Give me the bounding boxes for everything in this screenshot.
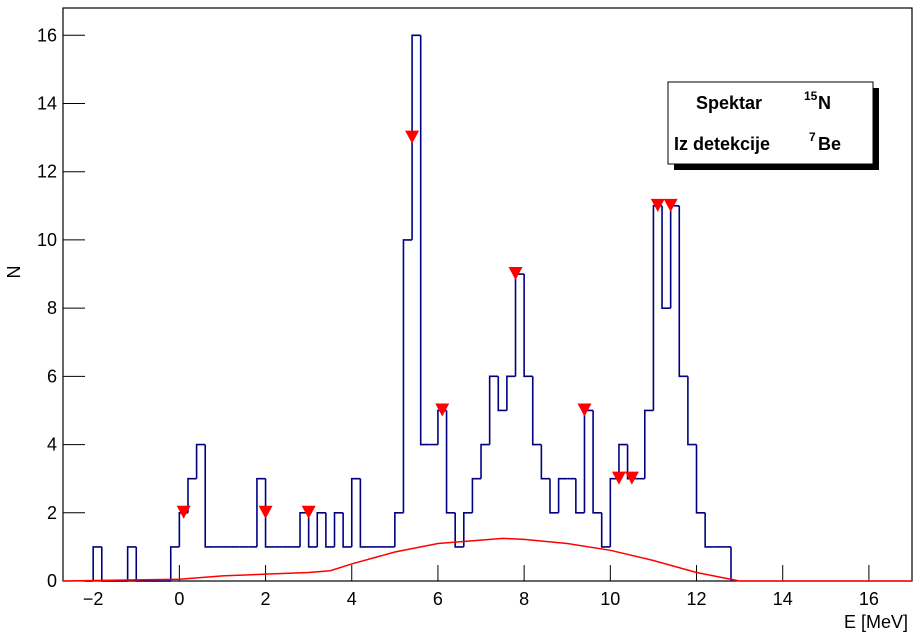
- histogram-bin: [204, 444, 214, 548]
- histogram-bin: [488, 375, 499, 445]
- x-tick-label: 14: [773, 589, 793, 609]
- annotation-superscript: 15: [804, 89, 818, 103]
- histogram-bin: [462, 511, 473, 547]
- y-tick-label: 4: [47, 435, 57, 455]
- y-tick-label: 2: [47, 503, 57, 523]
- histogram-bin: [92, 546, 102, 581]
- histogram-bin: [575, 478, 585, 514]
- histogram-bin: [497, 376, 507, 412]
- histogram-bin: [695, 444, 706, 514]
- x-tick-label: 0: [174, 589, 184, 609]
- x-tick-label: −2: [83, 589, 104, 609]
- histogram-bin: [661, 205, 671, 309]
- histogram-bin: [187, 477, 197, 513]
- histogram-bin: [195, 443, 206, 479]
- x-tick-label: 4: [347, 589, 357, 609]
- peak-marker: [301, 505, 316, 519]
- histogram-bin: [678, 205, 688, 378]
- histogram-bin: [669, 205, 680, 309]
- histogram-bin: [592, 410, 602, 514]
- x-tick-label: 16: [859, 589, 879, 609]
- histogram-bin: [402, 239, 413, 513]
- y-tick-label: 8: [47, 298, 57, 318]
- legend-box: [667, 81, 874, 165]
- y-tick-label: 14: [37, 94, 57, 114]
- peak-marker: [508, 267, 523, 281]
- x-tick-label: 10: [600, 589, 620, 609]
- histogram-bin: [333, 511, 344, 547]
- y-tick-label: 0: [47, 571, 57, 591]
- plot-frame: [62, 7, 913, 582]
- annotation-element: Be: [818, 134, 841, 154]
- histogram-bin: [583, 409, 594, 513]
- histogram-bin: [419, 35, 430, 446]
- peak-marker: [435, 403, 450, 417]
- histogram-bin: [359, 478, 369, 548]
- histogram-bin: [342, 512, 352, 548]
- histogram-bin: [394, 511, 404, 547]
- y-tick-label: 16: [37, 25, 57, 45]
- histogram-bin: [506, 375, 516, 411]
- peak-marker: [624, 471, 639, 485]
- histogram-bin: [135, 546, 145, 582]
- x-axis-label: E [MeV]: [844, 612, 908, 632]
- histogram-bin: [618, 443, 628, 479]
- histogram-bin: [644, 409, 654, 479]
- annotation-element: N: [818, 93, 831, 113]
- histogram-bin: [299, 511, 309, 547]
- histogram-bin: [471, 477, 482, 513]
- histogram-bin: [523, 274, 533, 378]
- histogram-bin: [307, 512, 318, 548]
- peak-marker: [258, 505, 273, 519]
- histogram-bin: [256, 477, 266, 547]
- histogram-bin: [531, 376, 542, 446]
- x-tick-label: 6: [433, 589, 443, 609]
- x-tick-label: 8: [519, 589, 529, 609]
- background-curve: [62, 537, 912, 582]
- histogram-bin: [411, 34, 421, 240]
- histogram-bin: [100, 546, 111, 582]
- histogram-bin: [264, 478, 275, 548]
- y-tick-label: 10: [37, 230, 57, 250]
- histogram-bin: [169, 546, 180, 581]
- histogram-bin: [316, 511, 326, 547]
- histogram-bin: [609, 477, 619, 547]
- annotation-text: Spektar: [696, 93, 762, 113]
- histogram-bin: [445, 410, 456, 514]
- y-tick-label: 6: [47, 366, 57, 386]
- histogram-bin: [350, 477, 361, 547]
- histogram-bin: [480, 443, 490, 479]
- x-tick-label: 12: [687, 589, 707, 609]
- histogram-bin: [704, 512, 714, 548]
- peak-marker: [176, 505, 191, 519]
- histogram-bin: [540, 444, 550, 480]
- histogram-bin: [454, 512, 464, 548]
- annotation-superscript: 7: [809, 130, 816, 144]
- histogram-bin: [514, 273, 525, 377]
- histogram-bin: [325, 512, 335, 548]
- histogram-bin: [549, 478, 559, 514]
- histogram-bin: [652, 205, 663, 411]
- histogram-bin: [687, 376, 697, 446]
- histogram-bin: [600, 512, 611, 548]
- annotation-text: Iz detekcije: [674, 134, 770, 154]
- peak-marker: [577, 403, 592, 417]
- y-axis-label: N: [4, 266, 24, 279]
- peak-marker: [405, 130, 420, 144]
- histogram-bin: [557, 477, 568, 513]
- peak-marker: [611, 471, 626, 485]
- y-tick-label: 12: [37, 162, 57, 182]
- peak-marker: [663, 198, 678, 212]
- x-tick-label: 2: [261, 589, 271, 609]
- histogram-bin: [126, 546, 137, 581]
- peak-marker: [650, 198, 665, 212]
